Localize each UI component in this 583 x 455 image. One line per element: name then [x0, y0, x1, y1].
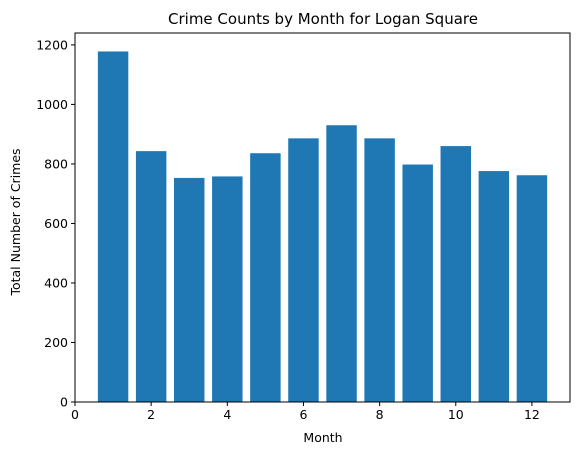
y-tick-label: 400 — [44, 275, 68, 290]
bars-group — [98, 51, 547, 402]
bar-month-3 — [174, 178, 204, 402]
bar-month-2 — [136, 151, 166, 402]
x-axis-ticks: 0 2 4 6 8 10 12 — [71, 402, 540, 422]
y-tick-label: 600 — [44, 216, 68, 231]
x-tick-label: 2 — [147, 407, 155, 422]
x-tick-label: 4 — [223, 407, 231, 422]
y-tick-label: 1000 — [36, 97, 68, 112]
y-tick-label: 0 — [60, 395, 68, 410]
x-tick-label: 6 — [299, 407, 307, 422]
bar-month-8 — [364, 138, 394, 402]
x-tick-label: 12 — [524, 407, 540, 422]
y-axis-ticks: 0 200 400 600 800 1000 1200 — [36, 37, 75, 409]
bar-month-12 — [517, 175, 547, 402]
bar-month-11 — [479, 171, 509, 402]
y-tick-label: 1200 — [36, 37, 68, 52]
chart-title: Crime Counts by Month for Logan Square — [168, 10, 478, 28]
bar-month-7 — [326, 125, 356, 402]
x-tick-label: 10 — [448, 407, 464, 422]
bar-month-10 — [441, 146, 471, 402]
bar-month-9 — [402, 165, 432, 402]
y-tick-label: 800 — [44, 156, 68, 171]
bar-month-1 — [98, 51, 128, 402]
bar-month-6 — [288, 138, 318, 402]
y-tick-label: 200 — [44, 335, 68, 350]
x-axis-label: Month — [303, 430, 342, 445]
bar-month-5 — [250, 153, 280, 402]
x-tick-label: 0 — [71, 407, 79, 422]
x-tick-label: 8 — [376, 407, 384, 422]
y-axis-label: Total Number of Crimes — [8, 148, 23, 296]
bar-month-4 — [212, 176, 242, 402]
